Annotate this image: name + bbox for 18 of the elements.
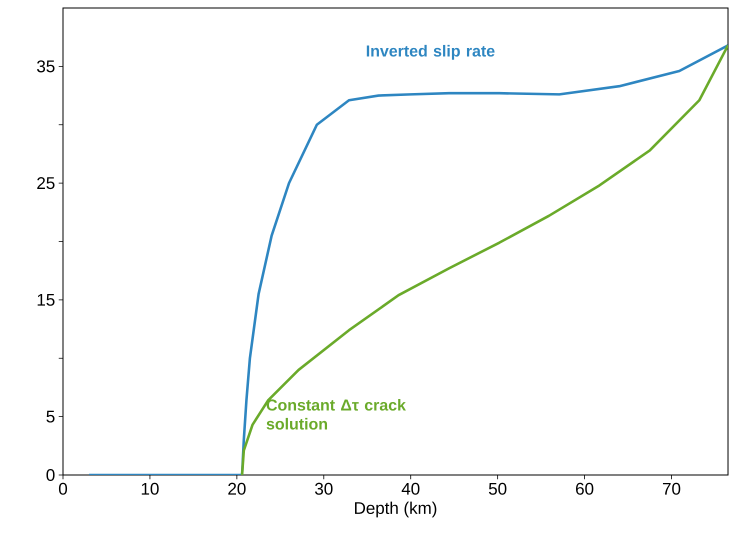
x-tick-label: 60 — [576, 482, 594, 495]
x-tick-label: 10 — [142, 482, 159, 495]
series-label: Constant Δτ crack solution — [266, 398, 406, 430]
y-tick-label: 15 — [38, 294, 55, 306]
line-series — [240, 44, 728, 475]
x-tick-label: 30 — [315, 482, 333, 495]
x-tick-label: 50 — [488, 482, 506, 495]
text: Inverted slip rate — [366, 44, 495, 60]
x-tick-label: 40 — [402, 482, 420, 495]
y-tick-label: 35 — [37, 60, 55, 72]
line-series — [88, 44, 728, 475]
y-tick-label: 25 — [37, 177, 55, 190]
y-tick-label: 5 — [46, 410, 55, 423]
x-tick-label: 0 — [58, 482, 68, 495]
x-tick-label: 70 — [662, 482, 680, 495]
x-axis-title: Depth (km) — [355, 502, 436, 518]
x-tick-label: 20 — [228, 482, 246, 495]
y-tick-label: 0 — [46, 469, 55, 481]
